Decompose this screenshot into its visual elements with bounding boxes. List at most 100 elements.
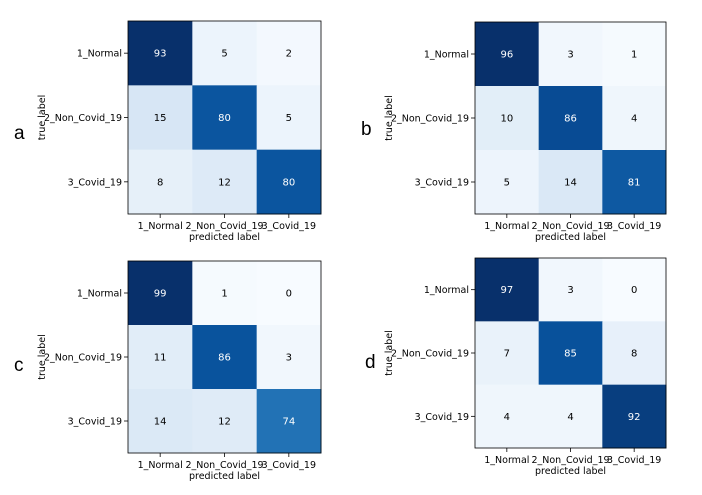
cell-value-label: 3 — [567, 285, 573, 296]
cell-value-label: 5 — [221, 49, 227, 60]
matrix-cell-r1-c3 — [256, 261, 322, 326]
matrix-cell-r3-c2 — [538, 150, 603, 215]
matrix-cell-r3-c2 — [192, 389, 258, 454]
cell-value-label: 92 — [628, 412, 641, 423]
y-tick-label-1-normal: 1_Normal — [424, 50, 469, 61]
x-axis-label: predicted label — [189, 232, 260, 243]
cell-value-label: 96 — [500, 50, 513, 61]
matrix-cell-r1-c3 — [602, 22, 667, 87]
cell-value-label: 80 — [218, 113, 231, 124]
x-tick-label-3-covid-19: 3_Covid_19 — [607, 221, 661, 232]
cell-value-label: 7 — [504, 349, 510, 360]
cell-value-label: 1 — [631, 50, 637, 61]
cell-value-label: 5 — [286, 113, 292, 124]
cell-value-label: 85 — [564, 349, 577, 360]
panel-letter-a: a — [14, 123, 25, 144]
cell-value-label: 14 — [154, 417, 167, 428]
cell-value-label: 86 — [218, 353, 231, 364]
cell-value-label: 81 — [628, 178, 641, 189]
matrix-cell-r3-c3 — [602, 150, 667, 215]
matrix-cell-r2-c1 — [475, 86, 540, 151]
panel-letter-d: d — [365, 352, 376, 373]
matrix-cell-r3-c2 — [538, 384, 603, 449]
y-tick-label-2-non-covid-19: 2_Non_Covid_19 — [44, 353, 122, 364]
x-axis-label: predicted label — [189, 471, 260, 482]
matrix-cell-r3-c1 — [128, 389, 193, 454]
matrix-cell-r2-c3 — [602, 86, 667, 151]
matrix-cell-r1-c2 — [538, 258, 603, 322]
y-axis-label: true label — [384, 330, 395, 376]
y-axis-label: true label — [37, 95, 48, 141]
cell-value-label: 0 — [286, 289, 292, 300]
matrix-cell-r2-c2 — [192, 85, 258, 151]
y-tick-label-2-non-covid-19: 2_Non_Covid_19 — [391, 114, 469, 125]
y-axis-label: true label — [384, 95, 395, 141]
matrix-cell-r3-c1 — [128, 149, 193, 215]
cell-value-label: 74 — [282, 417, 295, 428]
matrix-cell-r2-c1 — [128, 325, 193, 390]
cell-value-label: 11 — [154, 353, 167, 364]
cell-value-label: 8 — [631, 349, 637, 360]
matrix-cell-r2-c2 — [192, 325, 258, 390]
matrix-cell-r3-c1 — [475, 150, 540, 215]
y-tick-label-3-covid-19: 3_Covid_19 — [415, 178, 469, 189]
cell-value-label: 86 — [564, 114, 577, 125]
cell-value-label: 4 — [567, 412, 573, 423]
cell-value-label: 93 — [154, 49, 167, 60]
cell-value-label: 12 — [218, 417, 231, 428]
matrix-cell-r3-c3 — [256, 149, 322, 215]
matrix-cell-r2-c2 — [538, 321, 603, 386]
cell-value-label: 97 — [500, 285, 513, 296]
matrix-cell-r1-c1 — [475, 22, 540, 87]
cell-value-label: 15 — [154, 113, 167, 124]
matrix-cell-r3-c1 — [475, 384, 540, 449]
panel-letter-c: c — [14, 355, 24, 376]
x-tick-label-3-covid-19: 3_Covid_19 — [262, 221, 316, 232]
matrix-cell-r1-c1 — [128, 21, 193, 86]
cell-value-label: 12 — [218, 177, 231, 188]
cell-value-label: 80 — [282, 177, 295, 188]
x-tick-label-2-non-covid-19: 2_Non_Covid_19 — [531, 455, 609, 466]
matrix-cell-r1-c2 — [538, 22, 603, 87]
x-tick-label-2-non-covid-19: 2_Non_Covid_19 — [185, 460, 263, 471]
cell-value-label: 8 — [157, 177, 163, 188]
y-tick-label-3-covid-19: 3_Covid_19 — [68, 177, 122, 188]
matrix-cell-r2-c2 — [538, 86, 603, 151]
x-axis-label: predicted label — [535, 232, 606, 243]
matrix-cell-r1-c2 — [192, 261, 258, 326]
cell-value-label: 5 — [504, 178, 510, 189]
y-tick-label-2-non-covid-19: 2_Non_Covid_19 — [391, 349, 469, 360]
matrix-cell-r3-c3 — [602, 384, 667, 449]
cell-value-label: 3 — [286, 353, 292, 364]
y-tick-label-2-non-covid-19: 2_Non_Covid_19 — [44, 113, 122, 124]
matrix-cell-r1-c2 — [192, 21, 258, 86]
y-tick-label-3-covid-19: 3_Covid_19 — [415, 412, 469, 423]
x-tick-label-3-covid-19: 3_Covid_19 — [607, 455, 661, 466]
cell-value-label: 4 — [631, 114, 637, 125]
matrix-cell-r2-c3 — [256, 325, 322, 390]
x-tick-label-2-non-covid-19: 2_Non_Covid_19 — [531, 221, 609, 232]
x-tick-label-2-non-covid-19: 2_Non_Covid_19 — [185, 221, 263, 232]
matrix-cell-r1-c1 — [128, 261, 193, 326]
panel-letter-b: b — [361, 119, 372, 140]
y-tick-label-3-covid-19: 3_Covid_19 — [68, 417, 122, 428]
cell-value-label: 4 — [504, 412, 510, 423]
y-tick-label-1-normal: 1_Normal — [424, 285, 469, 296]
x-tick-label-1-normal: 1_Normal — [484, 221, 529, 232]
x-tick-label-1-normal: 1_Normal — [138, 221, 183, 232]
y-tick-label-1-normal: 1_Normal — [77, 289, 122, 300]
matrix-cell-r2-c1 — [128, 85, 193, 151]
matrix-cell-r3-c2 — [192, 149, 258, 215]
cell-value-label: 3 — [567, 50, 573, 61]
matrix-cell-r1-c3 — [602, 258, 667, 322]
x-tick-label-1-normal: 1_Normal — [138, 460, 183, 471]
cell-value-label: 14 — [564, 178, 577, 189]
matrix-cell-r2-c3 — [256, 85, 322, 151]
y-tick-label-1-normal: 1_Normal — [77, 49, 122, 60]
cell-value-label: 1 — [221, 289, 227, 300]
cell-value-label: 99 — [154, 289, 167, 300]
matrix-cell-r2-c1 — [475, 321, 540, 386]
